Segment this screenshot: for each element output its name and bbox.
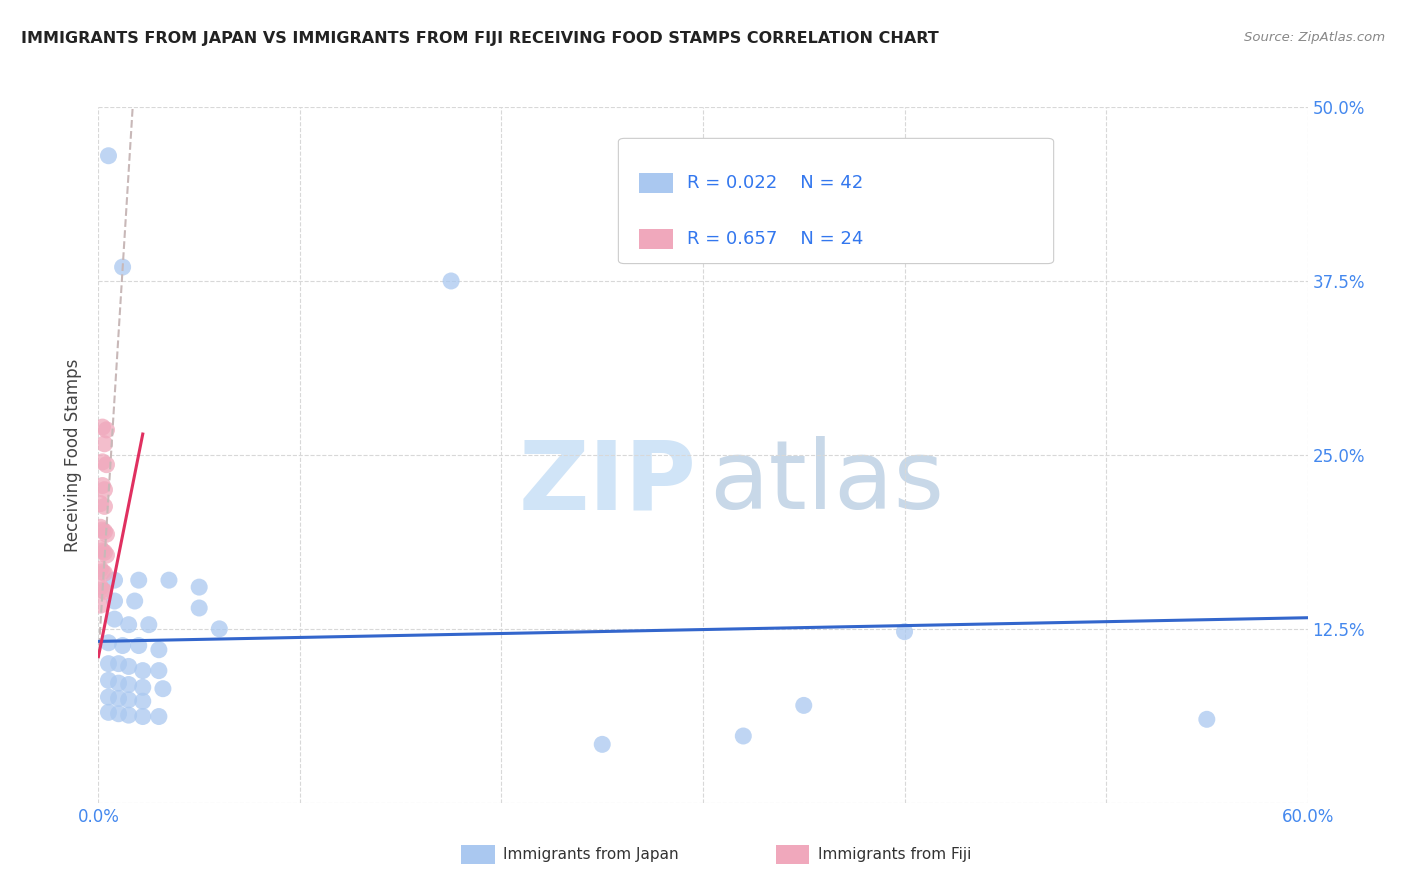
Point [96,548,118,562]
Point [91,544,114,558]
Point [93,524,115,539]
Point [128,639,150,653]
Text: Immigrants from Fiji: Immigrants from Fiji [818,847,972,862]
Point [118,693,141,707]
Point [157,573,180,587]
Point [591,737,613,751]
Text: atlas: atlas [709,436,945,529]
Point [148,709,170,723]
Point [118,617,141,632]
Point [91,523,114,537]
Point [91,565,114,579]
Point [91,420,114,434]
Point [89,541,111,556]
Point [132,709,155,723]
Point [96,527,118,541]
Point [93,584,115,599]
FancyBboxPatch shape [638,229,673,249]
Point [96,423,118,437]
Point [91,478,114,492]
Point [103,573,125,587]
Point [93,545,115,559]
Point [148,664,170,678]
FancyBboxPatch shape [619,138,1053,264]
Point [107,676,129,690]
Point [440,274,463,288]
Text: R = 0.657    N = 24: R = 0.657 N = 24 [688,230,863,248]
Point [107,706,129,721]
Point [97,636,120,650]
Point [97,149,120,163]
Point [118,659,141,673]
Point [793,698,815,713]
Point [89,520,111,534]
Point [97,657,120,671]
Point [124,594,146,608]
Point [91,582,114,597]
Point [89,598,111,612]
Point [97,673,120,688]
Text: ZIP: ZIP [519,436,697,529]
Point [91,455,114,469]
Point [138,617,160,632]
Point [208,622,231,636]
Text: R = 0.022    N = 42: R = 0.022 N = 42 [688,174,863,192]
Point [89,497,111,511]
Point [107,657,129,671]
Point [97,706,120,720]
Point [103,594,125,608]
Point [89,580,111,594]
FancyBboxPatch shape [776,845,810,864]
Point [93,437,115,451]
FancyBboxPatch shape [638,173,673,193]
Point [93,500,115,514]
Point [97,690,120,704]
Point [111,639,134,653]
Point [118,677,141,691]
Text: IMMIGRANTS FROM JAPAN VS IMMIGRANTS FROM FIJI RECEIVING FOOD STAMPS CORRELATION : IMMIGRANTS FROM JAPAN VS IMMIGRANTS FROM… [21,31,939,46]
Point [148,642,170,657]
Y-axis label: Receiving Food Stamps: Receiving Food Stamps [65,359,83,551]
Point [118,708,141,723]
Point [132,681,155,695]
Point [96,458,118,472]
FancyBboxPatch shape [461,845,495,864]
Point [733,729,755,743]
Point [103,612,125,626]
Point [132,664,155,678]
Point [893,624,915,639]
Text: Source: ZipAtlas.com: Source: ZipAtlas.com [1244,31,1385,45]
Point [93,566,115,581]
Text: Immigrants from Japan: Immigrants from Japan [503,847,679,862]
Point [107,691,129,706]
Point [89,562,111,576]
Point [93,483,115,497]
Point [188,601,211,615]
Point [152,681,174,696]
Point [132,694,155,708]
Point [111,260,134,274]
Point [1195,712,1218,726]
Point [188,580,211,594]
Point [128,573,150,587]
